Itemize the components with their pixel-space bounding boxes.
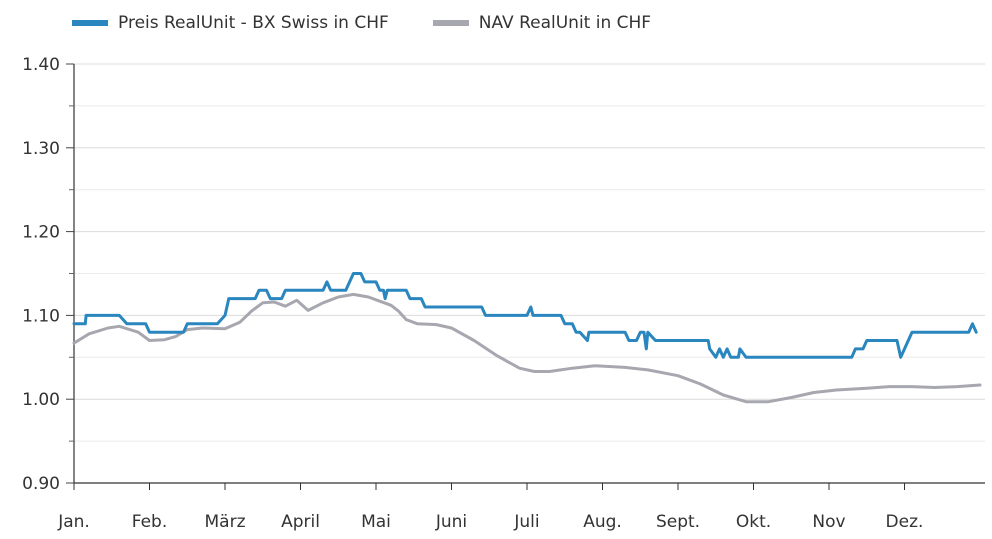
y-tick-label: 1.00: [22, 390, 60, 410]
legend-item-preis[interactable]: Preis RealUnit - BX Swiss in CHF: [72, 13, 389, 33]
series-line-preis: [72, 272, 978, 359]
x-tick-label: Juni: [435, 512, 467, 532]
grid-lines: [74, 63, 985, 442]
x-tick-label: Dez.: [886, 512, 924, 532]
series-lines: [72, 272, 982, 404]
x-tick-label: März: [205, 512, 246, 532]
x-tick-label: Feb.: [132, 512, 168, 532]
y-axis-ticks: 0.90 1.00 1.10 1.20 1.30 1.40: [22, 55, 74, 494]
legend-swatch-nav: [432, 20, 469, 26]
legend-item-nav[interactable]: NAV RealUnit in CHF: [432, 13, 652, 33]
x-tick-label: Okt.: [736, 512, 771, 532]
x-tick-label: Aug.: [583, 512, 622, 532]
x-tick-label: Jan.: [57, 512, 90, 532]
y-tick-label: 1.40: [22, 55, 60, 75]
x-tick-label: Juli: [513, 512, 539, 532]
y-tick-label: 1.30: [22, 139, 60, 159]
x-tick-label: April: [281, 512, 320, 532]
y-tick-label: 0.90: [22, 474, 60, 494]
legend-swatch-preis: [72, 20, 108, 26]
x-tick-label: Mai: [361, 512, 391, 532]
x-tick-label: Nov: [812, 512, 845, 532]
x-axis-ticks: Jan. Feb. März April Mai Juni Juli Aug. Sept. Okt…: [57, 483, 923, 532]
y-tick-label: 1.20: [22, 223, 60, 243]
series-line-nav: [72, 292, 982, 404]
legend-label-nav: NAV RealUnit in CHF: [478, 13, 652, 33]
x-tick-label: Sept.: [656, 512, 700, 532]
legend-label-preis: Preis RealUnit - BX Swiss in CHF: [118, 13, 389, 33]
y-tick-label: 1.10: [22, 306, 60, 326]
chart-legend: Preis RealUnit - BX Swiss in CHF NAV Rea…: [72, 8, 695, 38]
